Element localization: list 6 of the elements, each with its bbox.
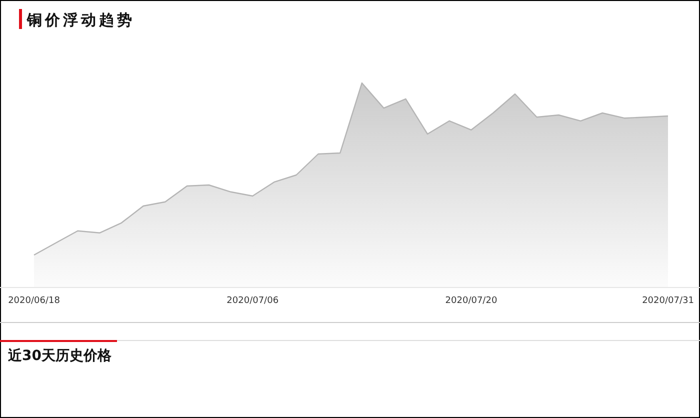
title: 铜价浮动趋势 bbox=[27, 11, 135, 29]
x-tick-label: 2020/07/31 bbox=[642, 296, 694, 306]
x-tick-label: 2020/06/18 bbox=[8, 296, 60, 306]
x-tick-label: 2020/07/06 bbox=[226, 296, 279, 306]
x-tick-label: 2020/07/20 bbox=[445, 296, 498, 306]
text: 近30天历史价格 bbox=[7, 347, 112, 364]
